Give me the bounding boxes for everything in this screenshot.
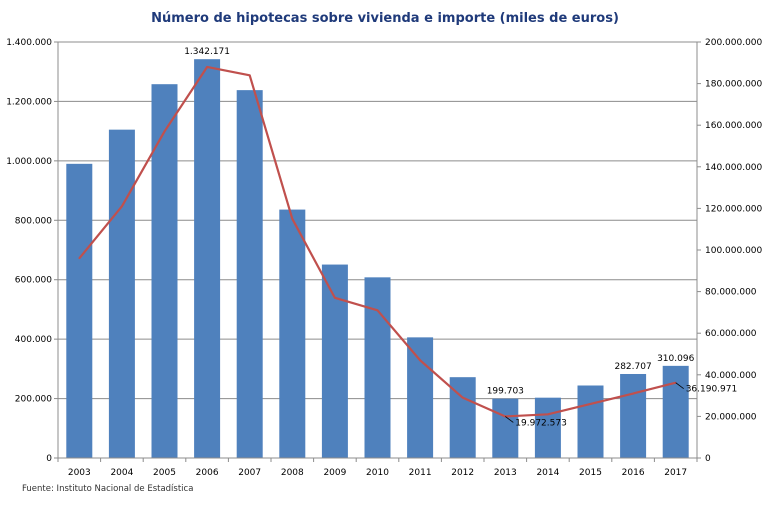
x-tick-label: 2012	[451, 468, 474, 478]
x-tick-label: 2006	[196, 468, 219, 478]
x-tick-label: 2004	[110, 468, 133, 478]
line-point	[248, 74, 251, 77]
line-point	[206, 66, 208, 68]
y-right-tick-label: 160.000.000	[705, 121, 763, 131]
y-right-tick-label: 0	[705, 454, 711, 464]
y-right-tick-label: 100.000.000	[705, 246, 763, 256]
y-left-tick-label: 800.000	[15, 216, 52, 226]
x-tick-label: 2009	[323, 468, 346, 478]
bar-data-label: 199.703	[487, 387, 524, 397]
y-right-tick-label: 120.000.000	[705, 204, 763, 214]
axes: 0 200.000 400.000 600.000 800.000 1.000.000 1.…	[6, 38, 762, 478]
x-tick-label: 2017	[664, 468, 687, 478]
bar	[364, 277, 391, 458]
line-point	[291, 218, 294, 220]
chart-title: Número de hipotecas sobre vivienda e imp…	[151, 11, 619, 26]
line-point	[547, 413, 549, 416]
bar	[534, 397, 561, 458]
bar	[662, 365, 689, 458]
bar	[492, 398, 519, 458]
bar	[620, 373, 647, 458]
line-data-label: 36.190.971	[686, 385, 738, 395]
line-point	[334, 297, 336, 299]
bar	[577, 385, 604, 458]
bar	[321, 264, 348, 458]
y-left-tick-label: 200.000	[15, 395, 52, 405]
bar-series	[66, 59, 689, 459]
bar	[194, 59, 221, 459]
x-tick-label: 2007	[238, 468, 261, 478]
line-point	[589, 403, 592, 405]
bar	[66, 163, 93, 459]
bar	[279, 209, 306, 458]
y-left-tick-label: 600.000	[15, 276, 52, 286]
bar-data-label: 1.342.171	[184, 47, 230, 57]
y-left-tick-label: 1.000.000	[6, 157, 52, 167]
y-left-tick-label: 1.400.000	[6, 38, 52, 48]
x-tick-label: 2005	[153, 468, 176, 478]
bar-data-label: 310.096	[657, 354, 694, 364]
line-point	[376, 309, 379, 312]
line-label-leader	[505, 416, 514, 423]
line-series	[78, 65, 677, 418]
y-right-tick-label: 140.000.000	[705, 163, 763, 173]
y-right-tick-label: 180.000.000	[705, 80, 763, 90]
y-right-tick-label: 40.000.000	[705, 371, 757, 381]
line-point	[78, 257, 81, 260]
line-data-label: 19.972.573	[515, 418, 567, 428]
bar	[407, 337, 434, 458]
bar	[151, 84, 178, 459]
x-tick-label: 2003	[68, 468, 91, 478]
y-left-tick-label: 0	[46, 454, 52, 464]
bar-data-label: 282.707	[614, 362, 651, 372]
line-point	[632, 392, 634, 395]
x-tick-label: 2014	[536, 468, 559, 478]
y-right-tick-label: 200.000.000	[705, 38, 763, 48]
line-point	[163, 130, 166, 133]
x-tick-label: 2008	[281, 468, 304, 478]
y-left-tick-label: 1.200.000	[6, 97, 52, 107]
y-right-tick-label: 60.000.000	[705, 329, 757, 339]
y-left-tick-label: 400.000	[15, 335, 52, 345]
x-tick-label: 2013	[494, 468, 517, 478]
y-right-tick-label: 20.000.000	[705, 412, 757, 422]
data-labels: 1.342.171 199.703 282.707 310.096 19.972.573…	[184, 47, 737, 428]
line-label-leader	[675, 382, 684, 390]
line-point	[121, 205, 123, 208]
y-right-tick-label: 80.000.000	[705, 288, 757, 298]
line-point	[461, 396, 464, 399]
bar	[108, 129, 135, 458]
x-tick-label: 2011	[409, 468, 432, 478]
x-tick-label: 2010	[366, 468, 389, 478]
line-point	[419, 359, 421, 362]
x-tick-label: 2016	[622, 468, 645, 478]
bar	[236, 90, 263, 458]
source-note: Fuente: Instituto Nacional de Estadístic…	[22, 484, 194, 494]
x-tick-label: 2015	[579, 468, 602, 478]
